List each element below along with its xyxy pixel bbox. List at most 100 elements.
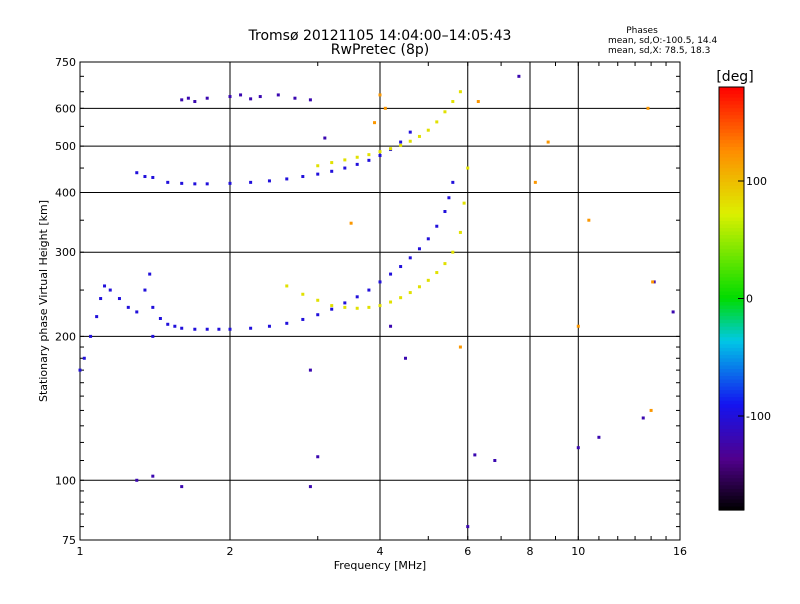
- data-point: [180, 98, 184, 102]
- colorbar-segment: [719, 376, 744, 381]
- colorbar-segment: [719, 464, 744, 469]
- colorbar-label: [deg]: [716, 69, 753, 85]
- y-tick-label: 500: [55, 140, 76, 153]
- data-point: [417, 134, 421, 138]
- colorbar-segment: [719, 354, 744, 360]
- y-tick-label: 75: [62, 534, 76, 547]
- x-tick-label: 2: [227, 545, 234, 558]
- colorbar-segment: [719, 238, 744, 243]
- colorbar-segment: [719, 277, 744, 282]
- data-point: [249, 326, 253, 330]
- colorbar-segment: [719, 203, 744, 208]
- y-tick-label: 200: [55, 330, 76, 343]
- colorbar-segment: [719, 361, 744, 367]
- colorbar-segment: [719, 450, 744, 455]
- colorbar-segment: [719, 506, 744, 511]
- colorbar-tick-label: -100: [746, 410, 771, 423]
- data-point: [316, 172, 320, 176]
- colorbar-segment: [719, 192, 744, 197]
- data-point: [228, 327, 232, 331]
- data-point: [435, 224, 439, 228]
- colorbar-segment: [719, 291, 744, 296]
- colorbar-segment: [719, 199, 744, 204]
- data-point: [367, 158, 371, 162]
- data-point: [316, 313, 320, 317]
- colorbar-segment: [719, 411, 744, 416]
- colorbar-segment: [719, 259, 744, 264]
- data-point: [378, 93, 382, 97]
- colorbar-segment: [719, 143, 744, 148]
- colorbar-segment: [719, 136, 744, 141]
- data-point: [646, 106, 650, 110]
- colorbar-segment: [719, 495, 744, 501]
- phase-stats-title: Phases: [626, 26, 658, 36]
- data-point: [301, 317, 305, 321]
- plot-area: 1 2 4 6 8 10 16 75 100 200 300 400 500 600 750: [55, 56, 687, 558]
- data-point: [389, 300, 393, 304]
- data-point: [205, 327, 209, 331]
- data-point: [193, 327, 197, 331]
- colorbar-segment: [719, 280, 744, 285]
- data-point: [228, 181, 232, 185]
- colorbar-segment: [719, 245, 744, 250]
- phase-stats-line2: mean, sd,X: 78.5, 18.3: [608, 46, 710, 56]
- x-tick-label: 4: [377, 545, 384, 558]
- data-point: [447, 196, 451, 200]
- colorbar-segment: [719, 90, 744, 95]
- data-point: [276, 93, 280, 97]
- data-point: [473, 453, 477, 457]
- data-point: [135, 310, 139, 314]
- data-point: [180, 485, 184, 489]
- colorbar-segment: [719, 372, 744, 377]
- data-point: [330, 304, 334, 308]
- data-point: [367, 153, 371, 157]
- colorbar-segment: [719, 287, 744, 293]
- data-point: [173, 324, 177, 328]
- data-point: [316, 298, 320, 302]
- data-point: [649, 408, 653, 412]
- colorbar-segment: [719, 358, 744, 363]
- data-point: [493, 458, 497, 462]
- x-tick-label: 8: [527, 545, 534, 558]
- data-point: [435, 120, 439, 124]
- colorbar-segment: [719, 249, 744, 254]
- data-point: [671, 310, 675, 314]
- colorbar-segment: [719, 481, 744, 486]
- colorbar-segment: [719, 97, 744, 102]
- colorbar-segment: [719, 196, 744, 201]
- data-point: [399, 265, 403, 269]
- colorbar-segment: [719, 502, 744, 508]
- colorbar-segment: [719, 153, 744, 159]
- colorbar-segment: [719, 273, 744, 278]
- x-tick-label: 6: [464, 545, 471, 558]
- data-point: [135, 171, 139, 175]
- data-point: [258, 95, 262, 99]
- colorbar-segment: [719, 263, 744, 268]
- data-point: [373, 121, 377, 125]
- data-point: [443, 210, 447, 214]
- data-point: [378, 150, 382, 154]
- colorbar-segment: [719, 425, 744, 430]
- colorbar-segment: [719, 453, 744, 458]
- data-point: [205, 96, 209, 100]
- data-point: [576, 446, 580, 450]
- x-tick-label: 1: [77, 545, 84, 558]
- data-point: [239, 93, 243, 97]
- data-point: [95, 315, 99, 319]
- data-point: [228, 95, 232, 99]
- data-point: [166, 322, 170, 326]
- data-point: [308, 368, 312, 372]
- data-point: [151, 175, 155, 179]
- data-point: [383, 106, 387, 110]
- colorbar-segment: [719, 344, 744, 349]
- data-point: [443, 262, 447, 266]
- colorbar-segment: [719, 164, 744, 169]
- colorbar-segment: [719, 414, 744, 419]
- data-point: [151, 334, 155, 338]
- colorbar-segment: [719, 108, 744, 113]
- data-point: [641, 416, 645, 420]
- colorbar-segment: [719, 333, 744, 338]
- data-point: [403, 356, 407, 360]
- colorbar-segment: [719, 125, 744, 130]
